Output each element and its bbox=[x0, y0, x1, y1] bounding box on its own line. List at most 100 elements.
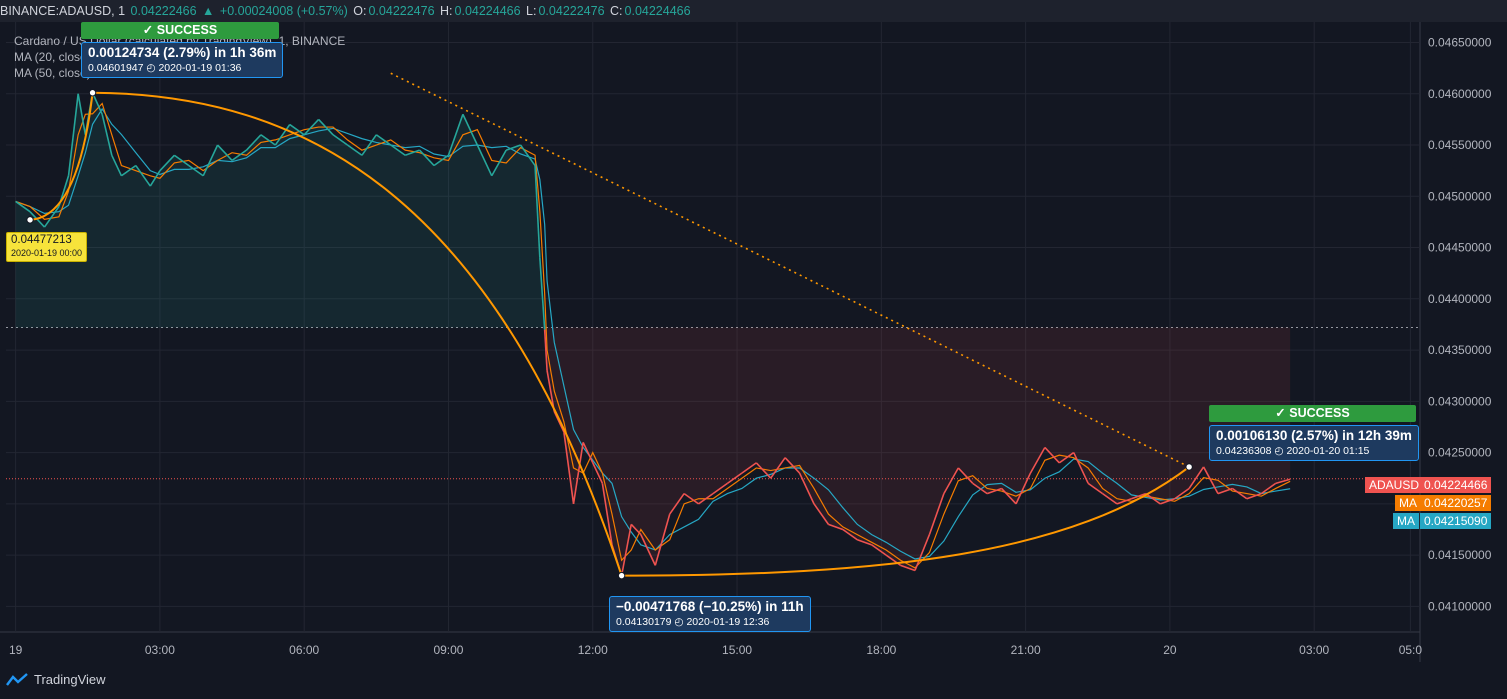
y-tick-label: 0.04550000 bbox=[1428, 138, 1492, 152]
price-segment bbox=[1145, 492, 1161, 505]
price-segment bbox=[813, 503, 830, 525]
price-segment bbox=[433, 154, 449, 167]
price-segment bbox=[770, 457, 786, 479]
open-value: 0.04222476 bbox=[368, 4, 435, 18]
price-segment bbox=[784, 457, 801, 474]
anchor-point bbox=[88, 89, 97, 97]
price-segment bbox=[332, 134, 348, 146]
ma1-label-name: MA bbox=[1395, 495, 1421, 511]
price-segment bbox=[986, 487, 1002, 495]
price-segment bbox=[1246, 492, 1262, 500]
legend-ma20[interactable]: MA (20, close) bbox=[14, 50, 91, 64]
price-segment bbox=[871, 544, 887, 556]
bottom-bar bbox=[0, 662, 1507, 699]
price-segment bbox=[91, 92, 103, 115]
last-price: 0.04222466 bbox=[130, 4, 197, 18]
price-segment bbox=[15, 200, 31, 213]
measure-callout-right[interactable]: 0.00106130 (2.57%) in 12h 39m 0.04236308… bbox=[1209, 425, 1419, 461]
price-segment bbox=[375, 134, 392, 146]
area-fills bbox=[15, 92, 1291, 576]
price-segment bbox=[202, 144, 219, 177]
price-segment bbox=[404, 149, 420, 157]
x-tick-label: 09:00 bbox=[433, 643, 463, 657]
y-tick-label: 0.04350000 bbox=[1428, 343, 1492, 357]
tradingview-logo-icon bbox=[6, 672, 28, 686]
price-segment bbox=[620, 524, 633, 576]
low-value: 0.04222476 bbox=[538, 4, 605, 18]
price-segment bbox=[135, 165, 151, 187]
price-segment bbox=[173, 154, 190, 167]
price-segment bbox=[957, 467, 974, 484]
price-chart[interactable]: 0.04650000 0.04600000 0.04550000 0.04500000… bbox=[0, 22, 1507, 662]
price-segment bbox=[683, 492, 700, 505]
trend-line bbox=[390, 72, 1190, 468]
start-price-date: 2020-01-19 00:00 bbox=[11, 248, 83, 258]
price-segment bbox=[1072, 452, 1089, 484]
price-segment bbox=[1044, 446, 1060, 464]
adausd-price-value: 0.04224466 bbox=[1420, 477, 1492, 493]
callout-top-main: 0.00124734 (2.79%) in 1h 36m bbox=[88, 45, 277, 60]
x-tick-label: 19 bbox=[9, 643, 23, 657]
price-segment bbox=[260, 134, 276, 146]
y-tick-label: 0.04100000 bbox=[1428, 599, 1492, 613]
symbol-name[interactable]: BINANCE:ADAUSD, 1 bbox=[0, 4, 126, 18]
price-segment bbox=[563, 431, 575, 504]
price-segment bbox=[519, 144, 536, 166]
price-segment bbox=[303, 118, 320, 136]
measure-callout-bottom[interactable]: −0.00471768 (−10.25%) in 11h 0.04130179 … bbox=[609, 596, 811, 632]
price-segment bbox=[1275, 478, 1291, 485]
price-segment bbox=[1231, 487, 1248, 500]
price-segment bbox=[1116, 497, 1132, 505]
price-segment bbox=[755, 462, 772, 479]
y-tick-label: 0.04300000 bbox=[1428, 394, 1492, 408]
price-segment bbox=[900, 564, 916, 572]
start-price-label: 0.04477213 2020-01-19 00:00 bbox=[6, 232, 88, 262]
high-label: H: bbox=[440, 4, 453, 18]
price-segment bbox=[857, 538, 872, 546]
price-segment bbox=[245, 134, 262, 151]
callout-right-sub: 0.04236308 ◴ 2020-01-20 01:15 bbox=[1216, 445, 1370, 457]
price-segment bbox=[120, 164, 137, 177]
price-segment bbox=[188, 164, 204, 177]
price-segment bbox=[828, 523, 844, 531]
legend-ma50[interactable]: MA (50, close) bbox=[14, 66, 91, 80]
price-segment bbox=[1260, 482, 1277, 495]
price-segment bbox=[1015, 472, 1032, 505]
ma-50-line bbox=[15, 107, 1291, 560]
ma1-price-value: 0.04220257 bbox=[1420, 495, 1492, 511]
price-segment bbox=[274, 124, 291, 146]
price-segment bbox=[1000, 487, 1017, 505]
price-segment bbox=[669, 493, 685, 515]
price-segment bbox=[698, 492, 714, 505]
up-arrow-icon: ▲ bbox=[202, 4, 215, 18]
x-tick-label: 21:00 bbox=[1011, 643, 1041, 657]
x-tick-label: 20 bbox=[1163, 643, 1177, 657]
price-segment bbox=[462, 113, 479, 146]
price-segment bbox=[842, 528, 858, 541]
price-segment bbox=[534, 165, 541, 258]
price-segment bbox=[543, 329, 548, 371]
price-segment bbox=[630, 523, 642, 536]
callout-right-main: 0.00106130 (2.57%) in 12h 39m bbox=[1216, 428, 1412, 443]
x-tick-label: 12:00 bbox=[578, 643, 608, 657]
price-segment bbox=[726, 472, 743, 484]
y-tick-label: 0.04600000 bbox=[1428, 87, 1492, 101]
price-segment bbox=[217, 144, 233, 161]
success-badge-top: ✓ SUCCESS bbox=[81, 22, 279, 39]
price-segment bbox=[654, 513, 671, 566]
ma2-price-value: 0.04215090 bbox=[1420, 513, 1492, 529]
price-segment bbox=[539, 257, 546, 330]
measure-callout-top[interactable]: 0.00124734 (2.79%) in 1h 36m 0.04601947 … bbox=[81, 42, 284, 78]
tradingview-brand[interactable]: TradingView bbox=[6, 672, 106, 687]
price-segment bbox=[1160, 497, 1175, 505]
callout-bottom-main: −0.00471768 (−10.25%) in 11h bbox=[616, 599, 804, 614]
chart-lines bbox=[15, 92, 1291, 576]
curve-recovery bbox=[621, 466, 1190, 577]
price-segment bbox=[43, 206, 60, 228]
y-tick-label: 0.04400000 bbox=[1428, 292, 1492, 306]
callout-bottom-sub: 0.04130179 ◴ 2020-01-19 12:36 bbox=[616, 616, 770, 628]
price-segment bbox=[1174, 487, 1190, 500]
price-segment bbox=[712, 482, 728, 495]
price-segment bbox=[1202, 466, 1219, 494]
x-tick-label: 03:00 bbox=[1299, 643, 1329, 657]
